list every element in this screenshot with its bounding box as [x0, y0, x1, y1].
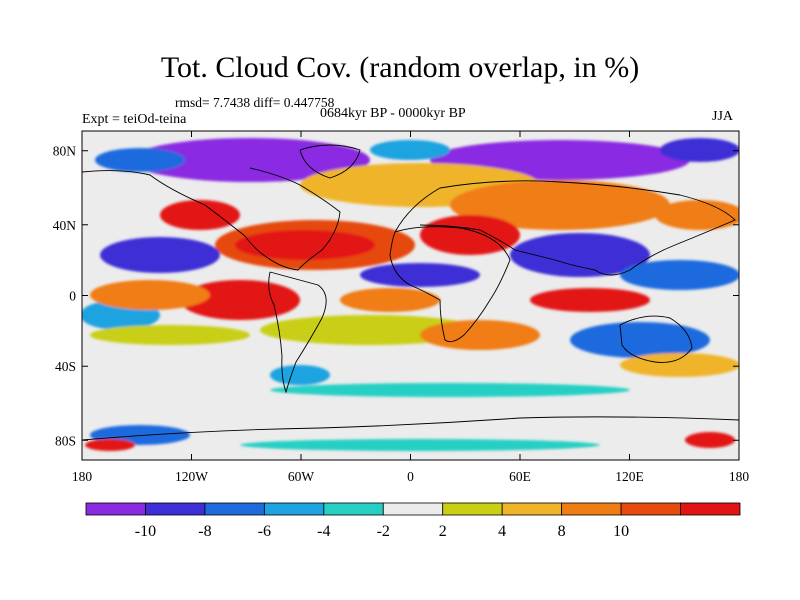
colorbar-swatch [680, 502, 741, 516]
nh-increase [450, 180, 670, 230]
colorbar-swatch [442, 502, 503, 516]
colorbar-label: -8 [198, 523, 211, 540]
lon-tick-label: 180 [72, 469, 93, 484]
lon-tick-label: 120E [615, 469, 644, 484]
southern-ocean-decrease [270, 365, 330, 385]
colorbar-label: -10 [135, 523, 156, 540]
lat-tick-label: 80S [55, 433, 76, 448]
colorbar-label: 10 [613, 523, 629, 540]
sh-increase [620, 353, 739, 377]
colorbar-swatch [620, 502, 681, 516]
antarctica-coast [82, 416, 739, 441]
colorbar-swatch [263, 502, 325, 516]
colorbar-swatch [561, 502, 622, 516]
tropical-decrease [510, 233, 650, 277]
sh-increase [420, 320, 540, 350]
colorbar-label: -4 [317, 523, 330, 540]
arctic-decrease [130, 138, 370, 182]
north-america-coast [82, 167, 341, 271]
sh-decrease [570, 322, 710, 358]
colorbar-label: 2 [439, 523, 447, 540]
coastlines [82, 144, 739, 441]
period-text: 0684kyr BP - 0000kyr BP [320, 106, 466, 121]
colorbar-swatch [145, 502, 206, 516]
map-title: Tot. Cloud Cov. (random overlap, in %) [160, 51, 640, 84]
lon-tick-label: 0 [407, 469, 414, 484]
stats-text: rmsd= 7.7438 diff= 0.447758 [175, 95, 335, 110]
colorbar-label: 8 [558, 523, 566, 540]
latitude-axis: 80N 40N 0 40S 80S [53, 144, 739, 448]
atlantic-increase [235, 230, 375, 260]
lat-tick-label: 80N [53, 144, 77, 159]
southern-ocean-decrease [270, 383, 630, 397]
colorbar-label: -6 [258, 523, 271, 540]
australia-coast [619, 315, 693, 363]
eurasia-coast [394, 180, 736, 276]
lat-tick-label: 40S [55, 359, 76, 374]
anomaly-field [82, 131, 739, 460]
south-america-coast [268, 271, 327, 394]
antarctic-increase [85, 439, 135, 451]
arctic-decrease [370, 140, 450, 160]
tropical-increase [340, 288, 440, 312]
lon-tick-label: 60E [509, 469, 531, 484]
lon-tick-label: 120W [175, 469, 208, 484]
antarctic-increase [685, 432, 735, 448]
colorbar-swatch [323, 502, 384, 516]
antarctic-decrease [240, 439, 600, 451]
arctic-decrease [95, 148, 185, 172]
tropical-decrease [620, 260, 739, 290]
colorbar-label: -2 [377, 523, 390, 540]
colorbar-label: 4 [498, 523, 506, 540]
lon-tick-label: 180 [729, 469, 750, 484]
colorbar: -10 -8 -6 -4 -2 2 4 8 10 [85, 502, 741, 540]
lat-tick-label: 40N [53, 218, 77, 233]
greenland-coast [299, 144, 361, 179]
tropical-decrease [100, 237, 220, 273]
colorbar-swatch [204, 502, 265, 516]
colorbar-swatch [501, 502, 563, 516]
longitude-axis: 180 120W 60W 0 60E 120E 180 [72, 131, 750, 484]
tropical-increase [90, 280, 210, 310]
season-text: JJA [712, 109, 734, 124]
experiment-text: Expt = teiOd-teina [82, 112, 187, 127]
pacific-increase [655, 200, 739, 230]
mediterranean-increase [420, 215, 520, 255]
lat-tick-label: 0 [69, 289, 76, 304]
colorbar-swatch [85, 502, 146, 516]
arctic-decrease [660, 138, 739, 162]
tropical-increase [530, 288, 650, 312]
colorbar-swatch [382, 502, 444, 516]
africa-coast [389, 226, 511, 343]
lon-tick-label: 60W [288, 469, 315, 484]
tropical-increase [180, 280, 300, 320]
pacific-increase [160, 200, 240, 230]
tropical-decrease [360, 263, 480, 287]
sh-increase [90, 325, 250, 345]
